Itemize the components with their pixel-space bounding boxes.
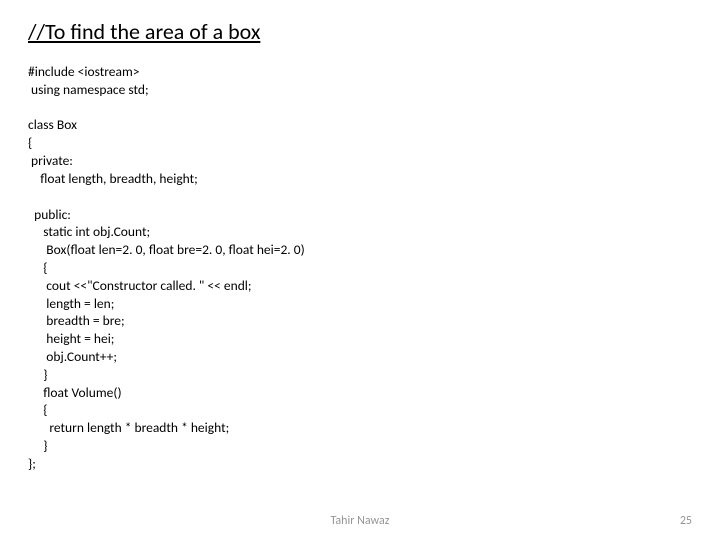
code-line: {: [28, 401, 48, 418]
code-line: return length * breadth * height;: [28, 419, 229, 436]
code-line: }: [28, 366, 48, 383]
code-line: float Volume(): [28, 384, 122, 401]
code-line: }: [28, 437, 48, 454]
code-line: };: [28, 455, 36, 472]
slide: //To find the area of a box #include <io…: [0, 0, 720, 540]
code-line: float length, breadth, height;: [28, 170, 198, 187]
code-line: private:: [28, 152, 73, 169]
code-line: {: [28, 134, 32, 151]
code-line: obj.Count++;: [28, 348, 117, 365]
page-number: 25: [680, 514, 692, 528]
code-line: class Box: [28, 116, 77, 133]
footer-author: Tahir Nawaz: [331, 514, 390, 528]
code-line: static int obj.Count;: [28, 223, 150, 240]
code-line: using namespace std;: [28, 81, 149, 98]
code-line: height = hei;: [28, 330, 114, 347]
slide-title: //To find the area of a box: [28, 18, 692, 45]
code-line: cout <<"Constructor called. " << endl;: [28, 277, 252, 294]
code-line: {: [28, 259, 48, 276]
code-line: breadth = bre;: [28, 312, 125, 329]
code-line: Box(float len=2. 0, float bre=2. 0, floa…: [28, 241, 305, 258]
code-line: public:: [28, 206, 71, 223]
code-line: #include <iostream>: [28, 63, 140, 80]
code-line: length = len;: [28, 295, 114, 312]
code-block: #include <iostream> using namespace std;…: [28, 63, 692, 473]
